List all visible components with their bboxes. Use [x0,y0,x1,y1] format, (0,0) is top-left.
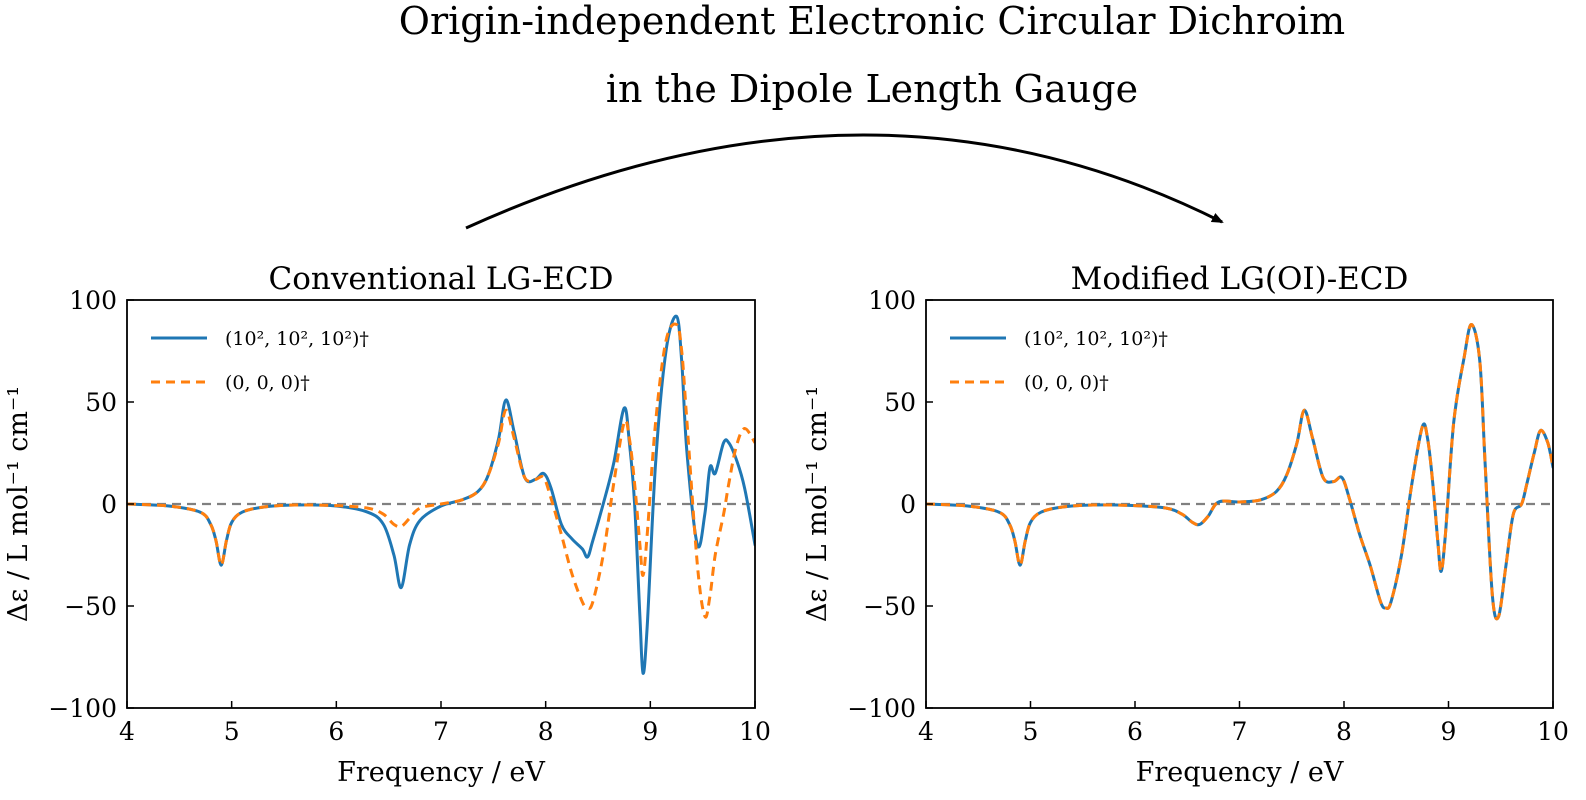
x-tick-label: 6 [1127,717,1143,746]
series-line-blue [926,322,1553,621]
y-tick-label: 50 [884,388,916,417]
chart-title: Conventional LG-ECD [268,261,613,297]
figure-title-line1: Origin-independent Electronic Circular D… [399,0,1345,43]
x-tick-label: 5 [1023,717,1039,746]
legend: (10², 10², 10²)† (0, 0, 0)† [151,328,369,394]
x-tick-label: 7 [433,717,449,746]
y-tick-label: −100 [847,694,916,723]
x-tick-label: 9 [642,717,658,746]
x-tick-label: 9 [1441,717,1457,746]
chart-panel-conventional: 4 5 6 7 8 9 10 −100 −50 0 50 100 Conventional LG-ECD… [3,261,771,788]
y-tick-label: 100 [69,286,117,315]
legend: (10², 10², 10²)† (0, 0, 0)† [950,328,1168,394]
y-tick-label: −50 [64,592,117,621]
y-tick-label: −100 [48,694,117,723]
x-tick-label: 10 [1537,717,1569,746]
series-line-orange [127,322,755,619]
x-tick-label: 8 [538,717,554,746]
y-axis-label: Δε / L mol⁻¹ cm⁻¹ [802,386,833,622]
y-tick-label: 100 [868,286,916,315]
legend-label: (0, 0, 0)† [1024,372,1109,394]
x-tick-label: 6 [328,717,344,746]
series-line-orange [926,322,1553,621]
figure-title-line2: in the Dipole Length Gauge [606,67,1138,111]
x-tick-label: 4 [119,717,135,746]
legend-label: (0, 0, 0)† [225,372,310,394]
y-axis-label: Δε / L mol⁻¹ cm⁻¹ [3,386,34,622]
y-tick-label: 50 [85,388,117,417]
x-tick-label: 10 [739,717,771,746]
legend-label: (10², 10², 10²)† [1024,328,1168,350]
y-tick-label: 0 [101,490,117,519]
y-tick-label: 0 [900,490,916,519]
x-axis-label: Frequency / eV [1136,757,1344,788]
legend-label: (10², 10², 10²)† [225,328,369,350]
x-tick-label: 8 [1336,717,1352,746]
chart-title: Modified LG(OI)-ECD [1071,261,1409,297]
curved-arrow [465,133,1224,230]
y-tick-label: −50 [863,592,916,621]
x-tick-label: 7 [1232,717,1248,746]
x-axis-label: Frequency / eV [337,757,545,788]
x-tick-label: 5 [224,717,240,746]
chart-panel-modified: 4 5 6 7 8 9 10 −100 −50 0 50 100 Modified LG(OI)-ECD… [802,261,1569,788]
x-tick-label: 4 [918,717,934,746]
